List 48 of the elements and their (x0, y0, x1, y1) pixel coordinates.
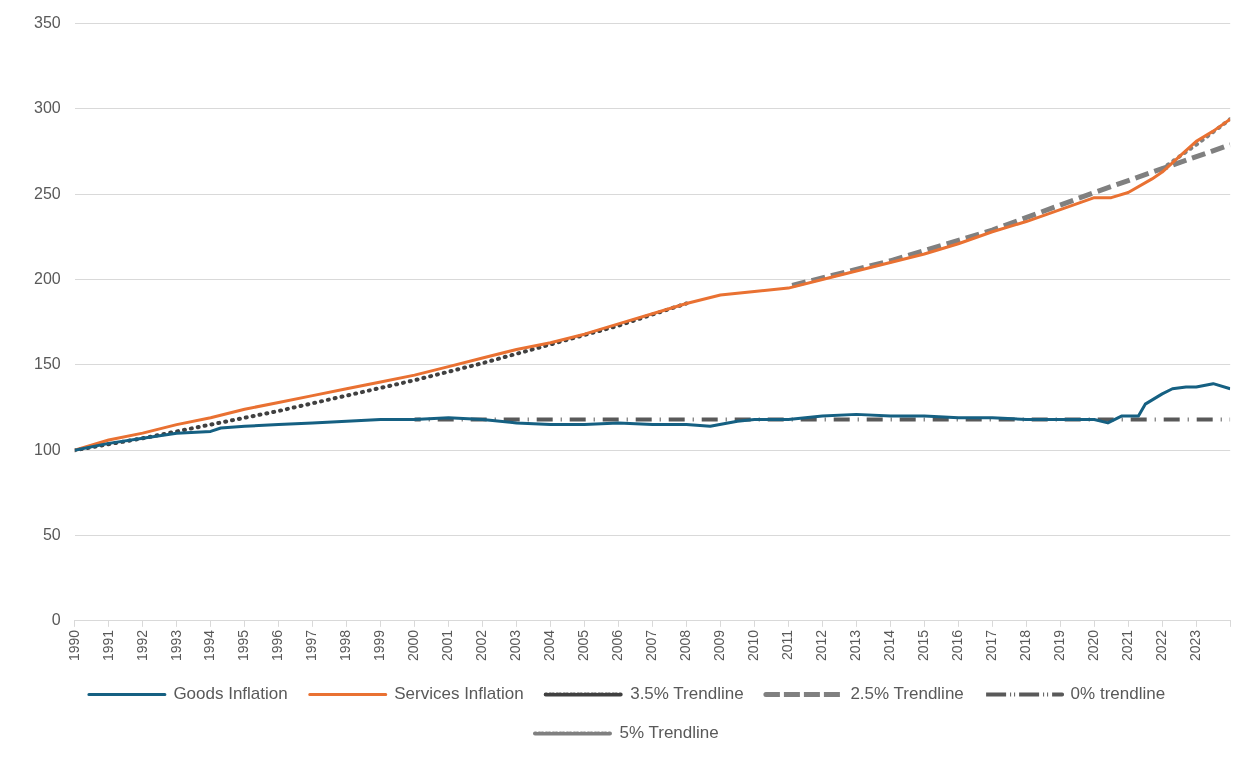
x-tick-label: 1994 (201, 629, 218, 662)
x-tick-label: 1991 (99, 629, 116, 662)
x-tick-label: 2020 (1085, 629, 1102, 662)
x-tick-label: 2022 (1153, 629, 1170, 662)
x-tick-label: 2008 (677, 629, 694, 662)
x-tick-label: 2019 (1051, 629, 1068, 662)
legend-label: 2.5% Trendline (850, 684, 964, 704)
y-tick-label: 150 (33, 355, 61, 373)
legend-label: Services Inflation (394, 684, 524, 704)
x-tick-label: 2015 (915, 629, 932, 662)
y-tick-label: 350 (33, 14, 61, 32)
x-tick-label: 1996 (269, 629, 286, 662)
x-tick-label: 2000 (405, 629, 422, 662)
x-tick-label: 1997 (303, 629, 320, 662)
legend-label: 0% trendline (1070, 684, 1166, 704)
x-tick-label: 2014 (881, 629, 898, 662)
y-tick-label: 300 (33, 99, 61, 117)
x-tick-label: 2009 (711, 629, 728, 662)
legend-label: 3.5% Trendline (630, 684, 744, 704)
x-tick-label: 2011 (779, 629, 796, 660)
legend-label: 5% Trendline (619, 723, 719, 743)
x-tick-label: 1993 (167, 629, 184, 662)
x-tick-label: 2001 (439, 629, 456, 662)
y-tick-label: 200 (33, 269, 61, 287)
x-tick-label: 2013 (847, 629, 864, 662)
x-tick-label: 1995 (235, 629, 252, 662)
x-tick-label: 2012 (813, 629, 830, 662)
y-tick-label: 250 (33, 184, 61, 202)
x-tick-label: 1990 (65, 629, 82, 662)
x-tick-label: 2010 (745, 629, 762, 662)
x-tick-label: 2005 (575, 629, 592, 662)
x-tick-label: 2004 (541, 629, 558, 662)
x-tick-label: 1999 (371, 629, 388, 662)
x-tick-label: 2018 (1017, 629, 1034, 662)
legend-label: Goods Inflation (173, 684, 288, 704)
y-tick-label: 100 (33, 440, 61, 458)
x-tick-label: 1998 (337, 629, 354, 662)
x-tick-label: 1992 (133, 629, 150, 662)
x-tick-label: 2002 (473, 629, 490, 662)
y-tick-label: 0 (51, 611, 61, 629)
y-tick-label: 50 (42, 525, 61, 543)
x-tick-label: 2023 (1187, 629, 1204, 662)
x-tick-label: 2003 (507, 629, 524, 662)
x-tick-label: 2007 (643, 629, 660, 662)
x-tick-label: 2017 (983, 629, 1000, 662)
x-tick-label: 2006 (609, 629, 626, 662)
x-tick-label: 2021 (1119, 629, 1136, 662)
x-tick-label: 2016 (949, 629, 966, 662)
